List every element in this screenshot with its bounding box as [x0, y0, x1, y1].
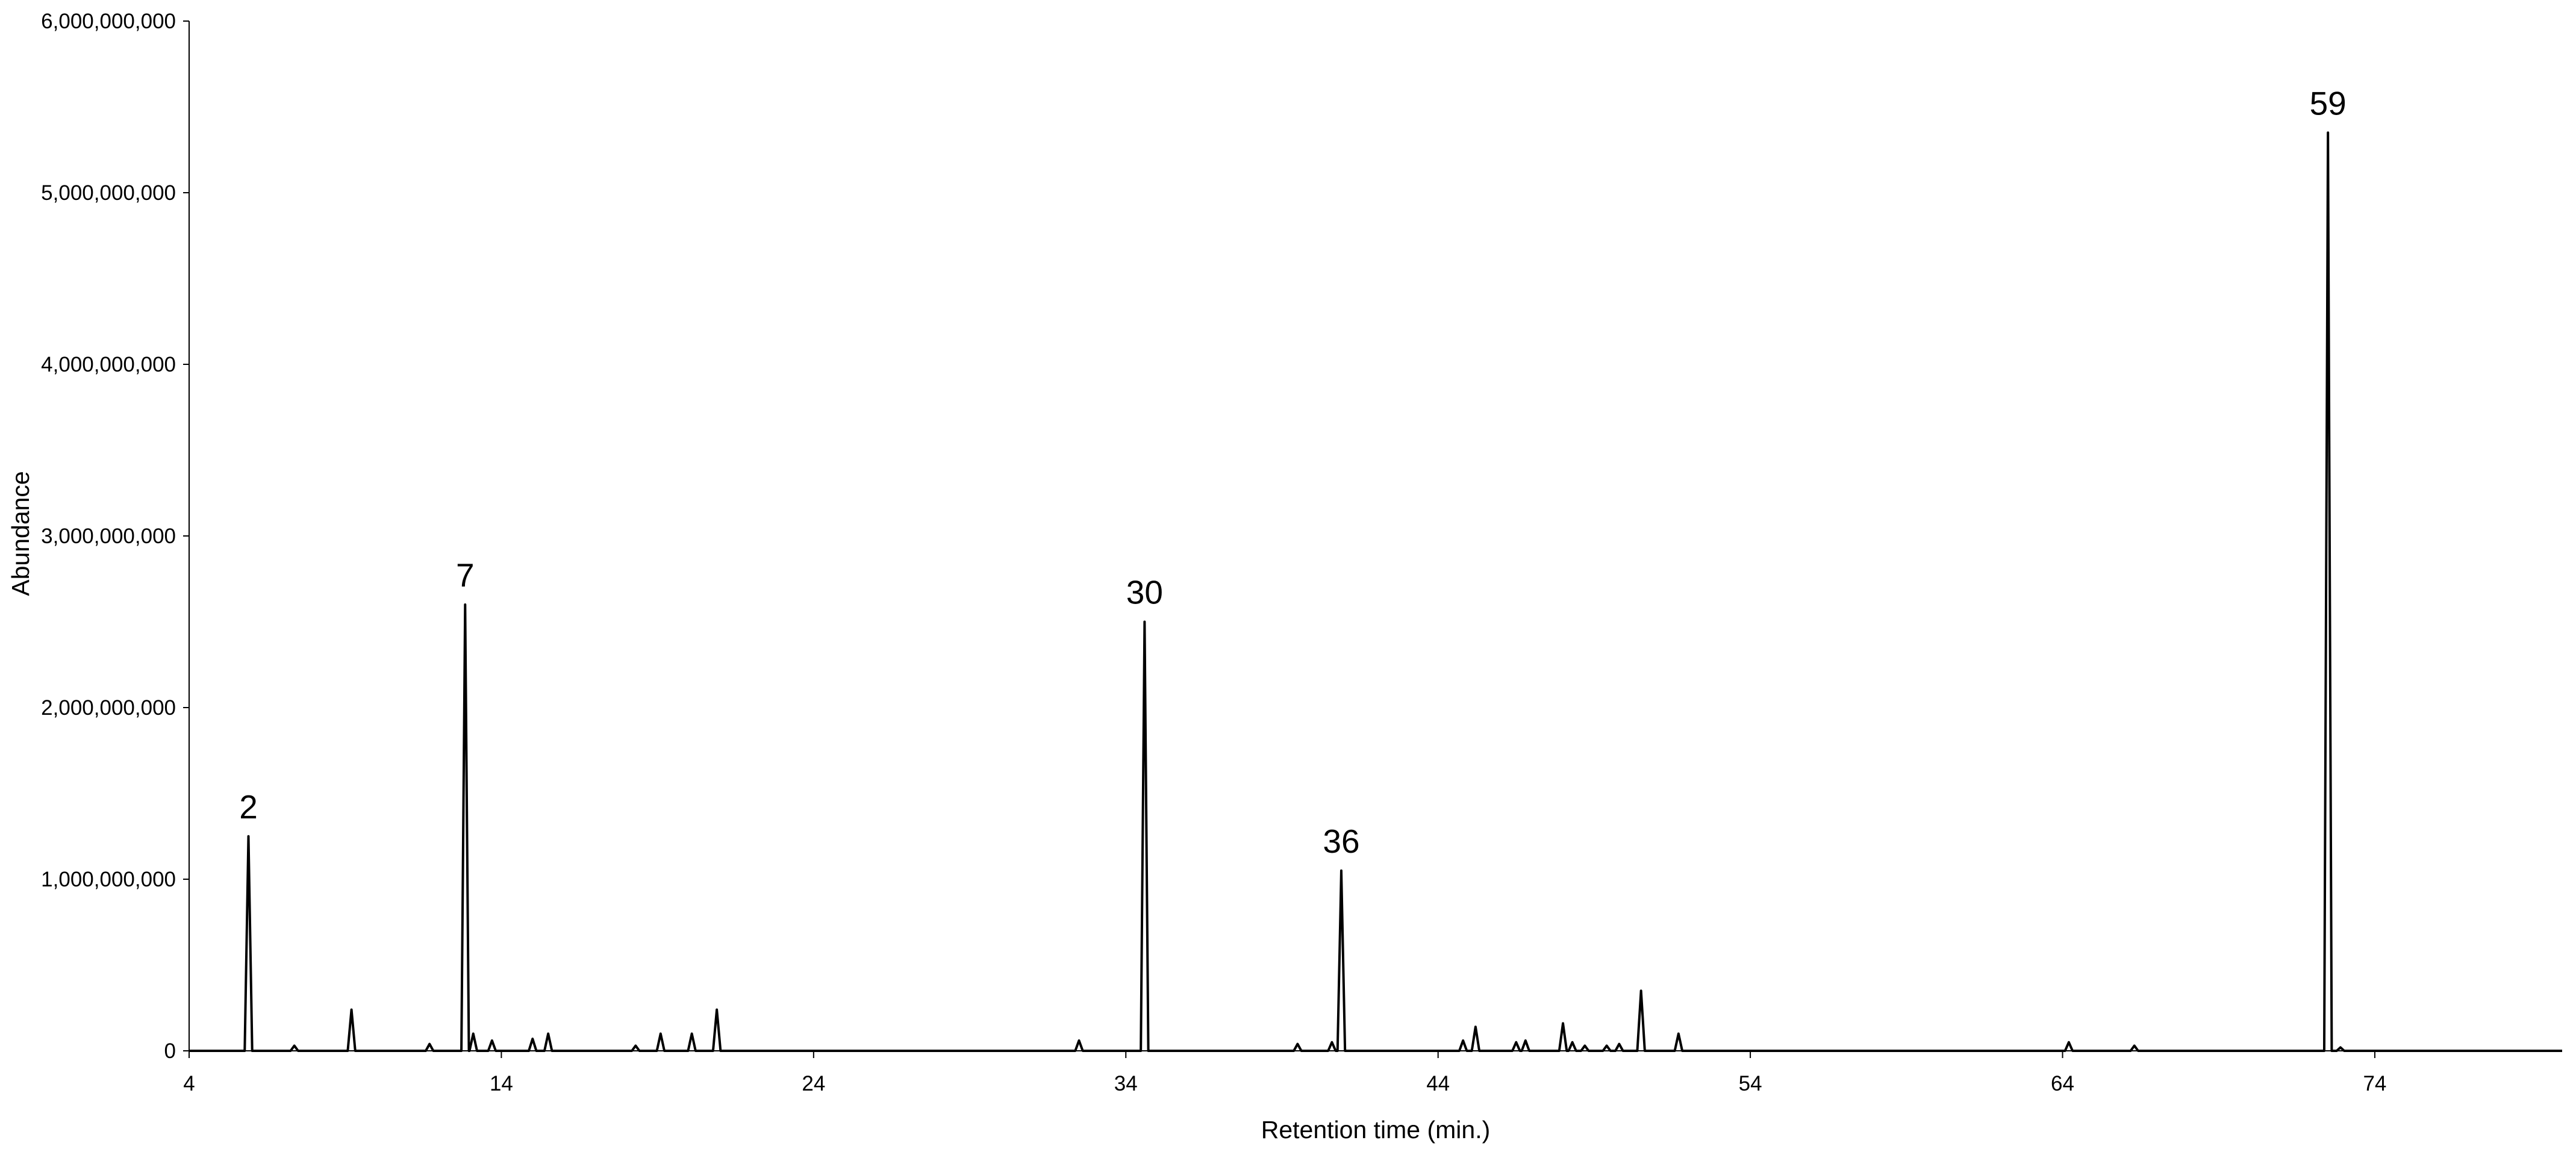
- x-tick-label: 44: [1426, 1072, 1450, 1095]
- y-tick-label: 5,000,000,000: [41, 181, 176, 205]
- x-tick-label: 24: [802, 1072, 825, 1095]
- x-tick-label: 14: [490, 1072, 513, 1095]
- y-tick-label: 2,000,000,000: [41, 696, 176, 720]
- peak-label: 7: [456, 556, 475, 594]
- peak-label: 2: [239, 788, 258, 826]
- y-tick-label: 6,000,000,000: [41, 10, 176, 33]
- peak-label: 36: [1323, 823, 1359, 860]
- x-tick-label: 64: [2051, 1072, 2074, 1095]
- x-tick-label: 34: [1114, 1072, 1138, 1095]
- x-axis-title: Retention time (min.): [1261, 1116, 1491, 1144]
- y-tick-label: 0: [164, 1039, 176, 1063]
- y-tick-label: 3,000,000,000: [41, 525, 176, 548]
- x-tick-label: 74: [2363, 1072, 2386, 1095]
- x-tick-label: 54: [1739, 1072, 1762, 1095]
- peak-label: 59: [2310, 84, 2347, 122]
- y-axis-title: Abundance: [7, 471, 34, 596]
- y-tick-label: 1,000,000,000: [41, 868, 176, 891]
- y-tick-label: 4,000,000,000: [41, 353, 176, 376]
- chromatogram-line: [189, 131, 2562, 1052]
- peak-label: 30: [1126, 574, 1163, 611]
- x-tick-label: 4: [183, 1072, 195, 1095]
